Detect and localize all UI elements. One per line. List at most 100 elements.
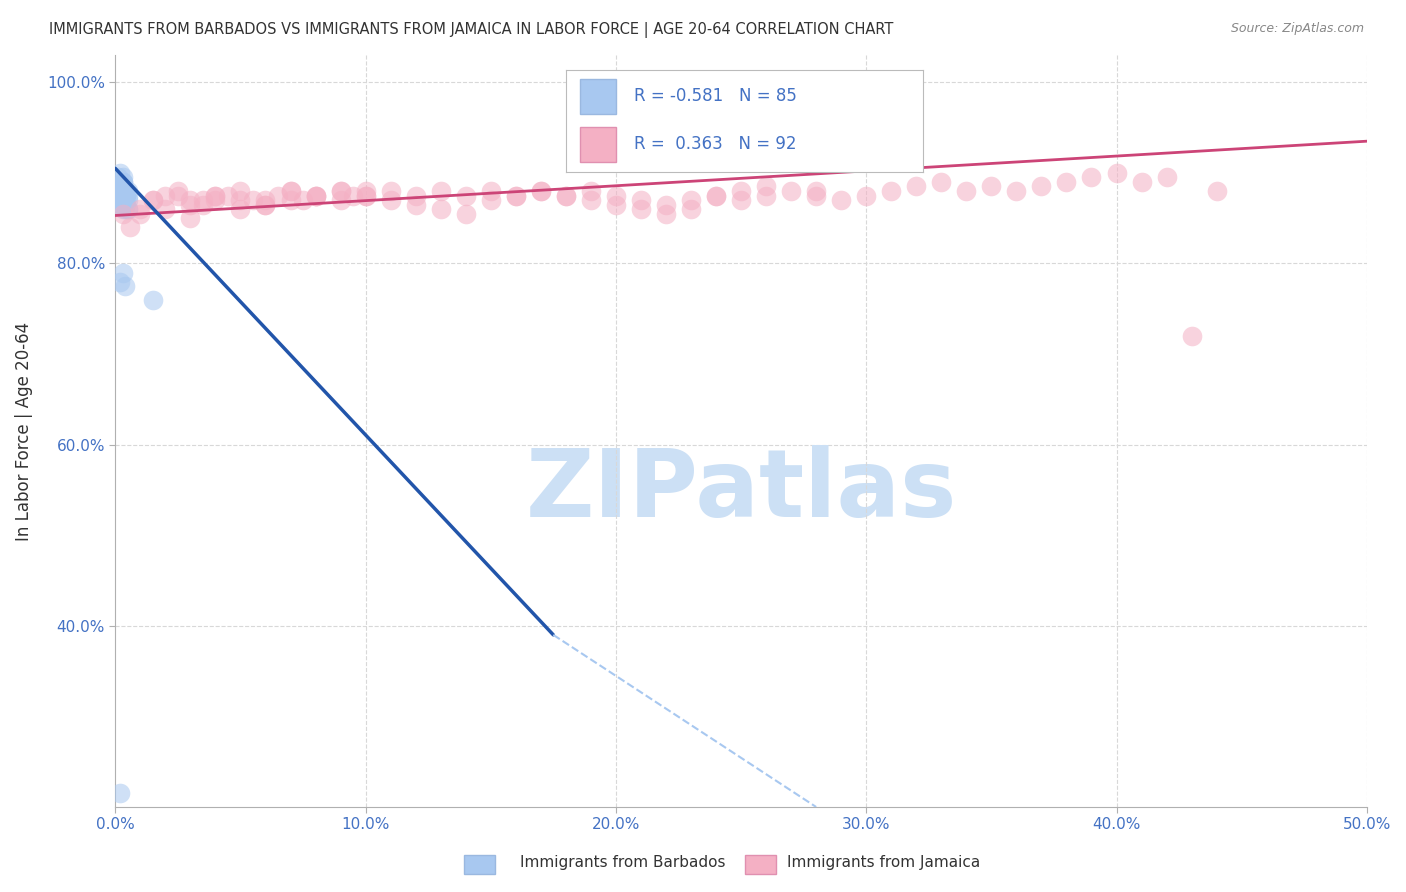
Point — [114, 197, 136, 211]
Point — [110, 184, 132, 198]
Point — [304, 188, 326, 202]
Point — [354, 184, 377, 198]
Point — [1054, 175, 1077, 189]
Point — [117, 188, 139, 202]
Point — [107, 170, 129, 185]
Point — [114, 197, 136, 211]
Point — [114, 202, 136, 216]
Point — [579, 193, 602, 207]
Point — [179, 193, 201, 207]
Point — [110, 275, 132, 289]
Point — [179, 197, 201, 211]
Point — [630, 193, 652, 207]
Point — [217, 188, 239, 202]
Point — [114, 188, 136, 202]
Point — [1080, 170, 1102, 185]
Point — [110, 193, 132, 207]
Point — [110, 188, 132, 202]
Point — [267, 188, 290, 202]
Point — [110, 197, 132, 211]
Point — [110, 184, 132, 198]
Point — [110, 179, 132, 194]
Point — [280, 193, 302, 207]
Point — [110, 184, 132, 198]
Point — [110, 197, 132, 211]
Point — [730, 193, 752, 207]
Text: IMMIGRANTS FROM BARBADOS VS IMMIGRANTS FROM JAMAICA IN LABOR FORCE | AGE 20-64 C: IMMIGRANTS FROM BARBADOS VS IMMIGRANTS F… — [49, 22, 894, 38]
Point — [111, 175, 134, 189]
Point — [114, 193, 136, 207]
Point — [111, 188, 134, 202]
Point — [111, 266, 134, 280]
Point — [110, 193, 132, 207]
Point — [1005, 184, 1028, 198]
Point — [329, 184, 352, 198]
Point — [114, 193, 136, 207]
Point — [380, 184, 402, 198]
Point — [905, 179, 928, 194]
Point — [554, 188, 576, 202]
Point — [111, 193, 134, 207]
Point — [855, 188, 877, 202]
Point — [354, 188, 377, 202]
Point — [114, 197, 136, 211]
Point — [1205, 184, 1227, 198]
Point — [111, 193, 134, 207]
Point — [630, 202, 652, 216]
Point — [704, 188, 727, 202]
Point — [655, 207, 678, 221]
Point — [254, 197, 277, 211]
Point — [110, 184, 132, 198]
Point — [129, 207, 152, 221]
Point — [110, 786, 132, 800]
Point — [107, 188, 129, 202]
Point — [405, 197, 427, 211]
Point — [755, 188, 778, 202]
Point — [679, 193, 702, 207]
Point — [114, 188, 136, 202]
Point — [111, 179, 134, 194]
Point — [1105, 166, 1128, 180]
Point — [111, 197, 134, 211]
Y-axis label: In Labor Force | Age 20-64: In Labor Force | Age 20-64 — [15, 321, 32, 541]
Point — [114, 188, 136, 202]
Point — [129, 202, 152, 216]
Point — [479, 193, 502, 207]
Point — [117, 202, 139, 216]
Point — [111, 188, 134, 202]
Point — [454, 207, 477, 221]
Point — [530, 184, 553, 198]
Point — [880, 184, 903, 198]
Point — [110, 184, 132, 198]
Point — [804, 184, 827, 198]
Point — [191, 197, 214, 211]
Point — [111, 188, 134, 202]
Point — [342, 188, 364, 202]
Point — [554, 188, 576, 202]
Point — [114, 188, 136, 202]
Point — [1156, 170, 1178, 185]
Point — [111, 193, 134, 207]
Point — [111, 207, 134, 221]
Point — [114, 188, 136, 202]
Point — [110, 166, 132, 180]
Point — [111, 184, 134, 198]
Point — [111, 197, 134, 211]
Point — [780, 184, 803, 198]
Point — [111, 170, 134, 185]
Point — [155, 202, 177, 216]
Point — [114, 197, 136, 211]
Point — [114, 188, 136, 202]
Point — [117, 202, 139, 216]
Point — [110, 184, 132, 198]
Point — [579, 184, 602, 198]
Text: ZIPatlas: ZIPatlas — [526, 445, 956, 537]
Text: Immigrants from Jamaica: Immigrants from Jamaica — [787, 855, 980, 870]
Point — [110, 179, 132, 194]
Point — [755, 179, 778, 194]
Point — [114, 184, 136, 198]
Point — [980, 179, 1002, 194]
Point — [955, 184, 977, 198]
Point — [1130, 175, 1153, 189]
Point — [142, 193, 165, 207]
